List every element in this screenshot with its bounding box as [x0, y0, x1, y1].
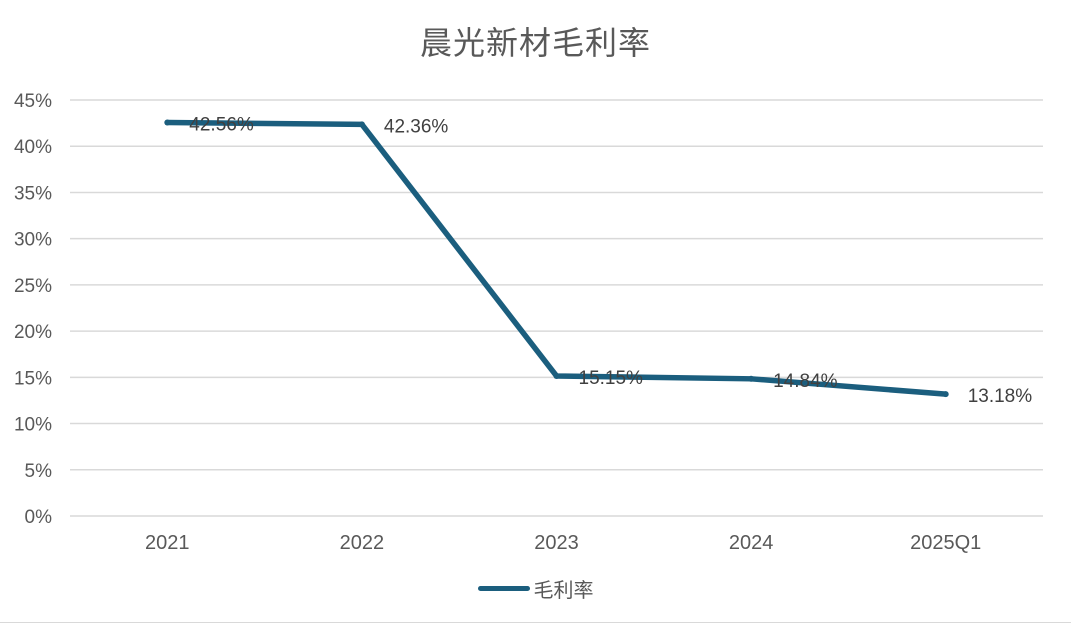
y-tick-label: 0% [25, 507, 53, 528]
y-axis-ticks: 0% 5% 10% 15% 20% 25% 30% 35% 40% 45% [14, 91, 52, 528]
data-point[interactable] [553, 372, 560, 379]
chart-title: 晨光新材毛利率 [419, 24, 651, 62]
data-label: 15.15% [579, 368, 644, 389]
data-label: 13.18% [968, 386, 1033, 407]
series-lines [164, 119, 949, 398]
y-tick-label: 20% [14, 322, 52, 343]
legend-label: 毛利率 [533, 578, 594, 602]
y-tick-label: 15% [14, 368, 52, 389]
legend-swatch [477, 586, 530, 591]
data-label: 14.84% [773, 371, 838, 392]
x-axis-ticks: 2021 2022 2023 2024 2025Q1 [145, 532, 981, 554]
x-tick-label: 2022 [340, 532, 385, 554]
y-tick-label: 5% [25, 461, 53, 482]
data-point[interactable] [164, 119, 171, 126]
data-label: 42.36% [384, 116, 449, 137]
gridlines [70, 99, 1043, 517]
legend[interactable]: 毛利率 [0, 574, 1071, 603]
data-labels: 42.56% 42.36% 15.15% 14.84% 13.18% [189, 115, 1032, 408]
x-tick-label: 2021 [145, 532, 190, 554]
x-tick-label: 2025Q1 [910, 532, 981, 554]
y-tick-label: 40% [14, 137, 52, 158]
y-tick-label: 10% [14, 415, 52, 436]
x-tick-label: 2024 [729, 532, 774, 554]
series-line[interactable] [164, 119, 949, 397]
data-point[interactable] [748, 375, 755, 382]
y-tick-label: 35% [14, 183, 52, 204]
y-tick-label: 30% [14, 230, 52, 251]
y-tick-label: 45% [14, 91, 52, 112]
data-label: 42.56% [189, 115, 254, 136]
x-tick-label: 2023 [534, 532, 579, 554]
y-tick-label: 25% [14, 276, 52, 297]
data-point[interactable] [358, 121, 365, 128]
bottom-divider [0, 622, 1071, 623]
data-point[interactable] [942, 391, 949, 398]
